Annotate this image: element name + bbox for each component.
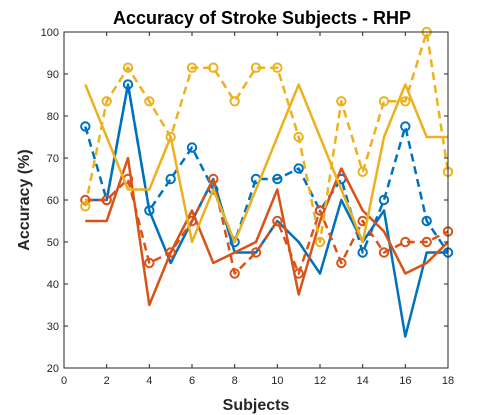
- y-tick-label: 60: [47, 195, 59, 207]
- series-5-marker: [101, 96, 112, 107]
- y-tick-label: 90: [47, 69, 59, 81]
- x-tick-label: 8: [232, 375, 238, 387]
- y-tick-label: 40: [47, 279, 59, 291]
- series-5-marker: [144, 96, 155, 107]
- series-6-line: [84, 83, 448, 244]
- series-1-marker: [421, 215, 432, 227]
- x-tick-label: 4: [146, 375, 152, 387]
- series-3-marker: [165, 247, 176, 258]
- series-5-marker: [208, 62, 219, 73]
- series-3-marker: [421, 236, 432, 248]
- series-1-marker: [165, 173, 176, 185]
- x-tick-label: 0: [61, 375, 67, 387]
- y-tick-label: 50: [47, 237, 59, 249]
- chart-title: Accuracy of Stroke Subjects - RHP: [113, 8, 411, 28]
- series-5-marker: [250, 62, 262, 73]
- series-1-marker: [272, 173, 283, 185]
- y-tick-label: 20: [47, 363, 59, 375]
- y-tick-label: 100: [41, 27, 59, 39]
- series-3-marker: [101, 194, 112, 206]
- series-5-marker: [229, 96, 240, 107]
- series-3-marker: [272, 215, 283, 227]
- series-5-marker: [314, 236, 326, 248]
- series-5-marker: [293, 131, 304, 143]
- series-3-marker: [378, 247, 390, 258]
- series-5-marker: [272, 62, 283, 73]
- x-tick-label: 10: [271, 375, 283, 387]
- y-tick-label: 80: [47, 111, 59, 123]
- series-5-marker: [80, 201, 91, 212]
- x-tick-label: 12: [314, 375, 326, 387]
- x-tick-label: 6: [189, 375, 195, 387]
- y-tick-label: 70: [47, 153, 59, 165]
- x-tick-label: 18: [442, 375, 454, 387]
- plot-area: [64, 32, 448, 368]
- y-axis-label: Accuracy (%): [16, 149, 33, 250]
- series-5-marker: [400, 96, 411, 107]
- series-3-marker: [336, 257, 347, 269]
- series-1-marker: [293, 163, 304, 174]
- series-3-marker: [400, 236, 411, 248]
- series-3-marker: [229, 268, 240, 279]
- series-5-marker: [122, 62, 134, 73]
- series-layer: [80, 26, 454, 338]
- series-1-marker: [400, 121, 411, 132]
- series-5-marker: [336, 96, 347, 107]
- series-1-marker: [80, 121, 91, 132]
- series-5-marker: [186, 62, 198, 73]
- series-4-line: [85, 156, 449, 307]
- series-3-marker: [250, 247, 262, 258]
- series-1-marker: [378, 194, 390, 206]
- series-5-marker: [378, 96, 390, 107]
- series-3-marker: [208, 173, 219, 185]
- x-axis-label: Subjects: [223, 397, 290, 414]
- x-tick-label: 16: [399, 375, 411, 387]
- series-3-marker: [144, 257, 155, 269]
- x-tick-label: 2: [104, 375, 110, 387]
- axes-layer: 0 2 4 6 8 10 12 14 16 18 20 30 40 50 60 70 80 90 100: [41, 27, 454, 387]
- series-1-marker: [186, 142, 198, 153]
- series-1-marker: [357, 247, 368, 258]
- series-5-marker: [357, 166, 368, 178]
- x-tick-label: 14: [357, 375, 369, 387]
- y-tick-label: 30: [47, 321, 59, 333]
